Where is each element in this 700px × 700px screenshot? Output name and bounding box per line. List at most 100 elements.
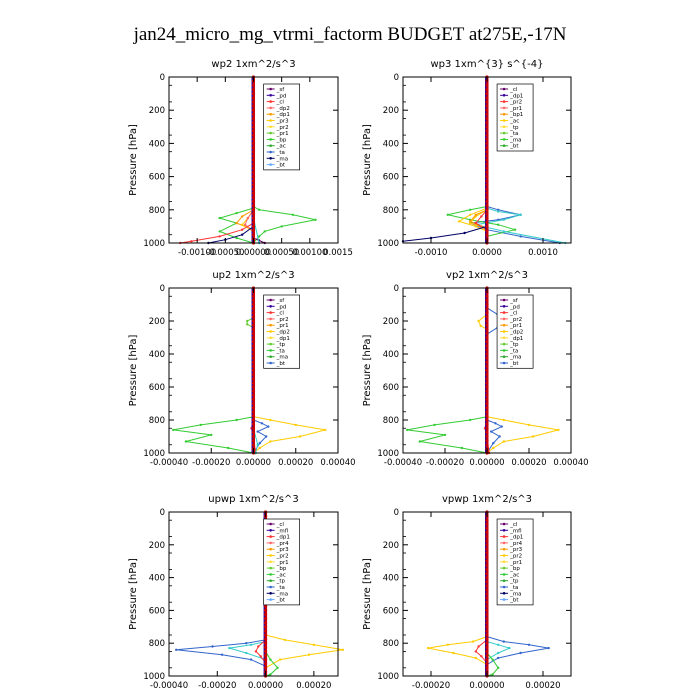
profile-marker [485,547,489,551]
profile-marker [251,129,256,133]
data-point [312,643,316,646]
legend-marker [502,144,506,147]
x-tick-label: 0.00050 [264,248,299,258]
profile-marker [251,381,256,385]
panel-6: vpwp 1xm^2/s^3 Pressure [hPa] 0 200 400 600 80… [362,494,572,691]
x-tick-label: 0.00020 [511,458,546,468]
data-point [474,656,477,660]
profile-marker [251,368,256,373]
data-point [497,656,500,660]
y-tick-label: 200 [383,541,399,551]
data-point [457,220,461,223]
data-point [519,651,522,655]
y-axis-label: Pressure [hPa] [128,558,139,630]
profile-marker [251,121,256,125]
profile-marker [251,158,256,162]
legend-marker [269,163,272,166]
legend-marker [502,585,506,589]
legend-entry: _mfl [276,528,289,534]
legend-entry: _pr1 [509,106,522,112]
profile-marker [485,311,489,315]
legend-marker [502,355,506,359]
profile-marker [485,319,489,323]
profile-marker [485,137,489,141]
y-tick-label: 200 [383,106,399,116]
legend-marker [502,573,506,576]
data-point [175,648,178,651]
profile-marker [485,121,489,125]
y-tick-label: 200 [149,541,165,551]
x-tick-label: 0.00020 [525,681,560,691]
legend-entry: _sf [276,87,286,93]
data-point [446,213,449,216]
profile-marker [485,430,489,434]
legend-entry: _pr1 [276,560,289,566]
legend-entry: _pr1 [509,323,522,329]
data-point [257,235,261,238]
data-point [269,440,272,443]
legend-entry: _dp1 [276,535,290,541]
legend-entry: _dp1 [276,112,290,118]
panel-title: upwp 1xm^2/s^3 [208,494,298,505]
data-point [474,221,477,225]
data-point [418,440,421,443]
series-line-pr3 [244,209,254,232]
profile-marker [485,360,489,364]
y-tick-label: 600 [149,606,165,616]
y-tick-label: 800 [149,206,165,216]
data-point [502,418,505,422]
profile-marker [485,522,489,526]
data-point [235,418,238,422]
data-point [210,433,213,437]
legend-marker [269,598,272,601]
profile-marker [251,224,256,228]
x-tick-label: -0.00020 [198,681,236,691]
profile-marker [251,377,256,381]
profile-marker [251,315,256,319]
profile-marker [485,397,489,401]
legend-entry: _tp [509,342,519,348]
data-point [491,673,494,676]
legend-entry: _bt [509,144,519,150]
profile-marker [485,348,489,352]
profile-marker [485,621,489,625]
profile-marker [251,348,256,352]
data-point [474,650,477,653]
panel-5: upwp 1xm^2/s^3 Pressure [hPa] 0 200 400 600 80… [128,494,344,691]
legend-marker [269,585,272,589]
profile-marker [485,224,489,228]
profile-marker [485,418,489,422]
profile-marker [485,604,489,608]
data-point [241,215,244,218]
legend-marker [502,592,506,595]
profile-marker [251,439,256,443]
data-point [283,638,287,642]
profile-marker [263,612,268,617]
profile-marker [485,592,489,596]
profile-marker [485,150,489,154]
data-point [406,428,409,432]
profile-marker [251,187,256,191]
profile-marker [263,653,268,658]
profile-marker [251,229,256,233]
y-tick-label: 400 [383,350,399,360]
legend-marker [502,305,506,308]
legend-marker [502,342,506,346]
profile-marker [485,195,489,199]
data-point [314,218,317,221]
profile-marker [263,649,268,654]
profile-marker [251,430,256,434]
panel-3: up2 1xm^2/s^3 Pressure [hPa] 0 200 400 600 800… [128,270,356,468]
data-point [256,430,259,433]
series-line-pr1 [477,314,488,330]
profile-marker [263,604,268,608]
profile-marker [485,216,489,220]
legend-entry: _ma [276,355,288,361]
profile-marker [251,311,256,315]
profile-marker [485,315,489,319]
profile-marker [485,335,489,340]
figure-title: jan24_micro_mg_vtrmi_factorm BUDGET at27… [133,24,567,45]
data-point [497,651,500,655]
legend-entry: _pr2 [509,100,522,106]
profile-marker [485,410,489,414]
